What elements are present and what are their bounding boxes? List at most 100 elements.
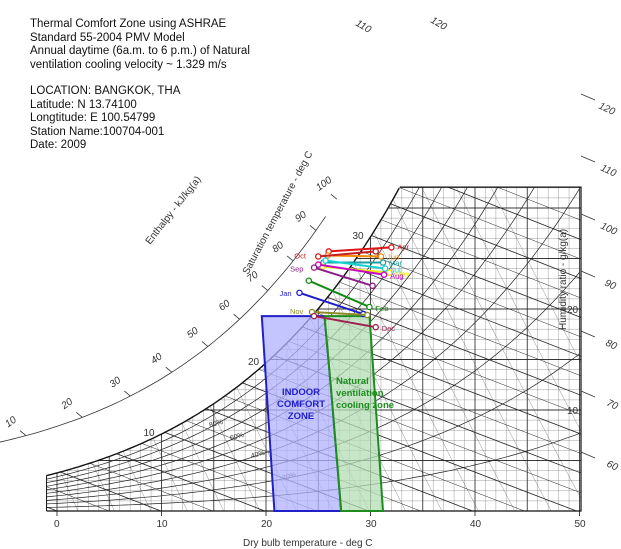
- enthalpy-tick-label: 110: [599, 163, 618, 180]
- enthalpy-axis-label: Enthalpy - kJ/kg(a): [144, 174, 204, 246]
- month-label-mar: Mar: [389, 259, 402, 268]
- latitude-text: Latitude: N 13.74100: [30, 98, 137, 111]
- enthalpy-tick: [201, 341, 209, 347]
- month-line-apr: [328, 246, 392, 253]
- enthalpy-tick-label: 30: [108, 375, 124, 391]
- enthalpy-tick-label: 40: [149, 351, 165, 367]
- enthalpy-tick-label: 50: [185, 325, 201, 341]
- enthalpy-tick-label: 120: [429, 15, 449, 33]
- enthalpy-scale: [0, 216, 326, 443]
- month-line-sep: [313, 266, 373, 287]
- month-point-end: [379, 259, 387, 266]
- zone-natural-ventilation: [323, 315, 385, 512]
- enthalpy-tick: [580, 390, 596, 398]
- enthalpy-line: [60, 471, 162, 511]
- month-point-start: [310, 264, 318, 271]
- month-point-end: [372, 323, 379, 331]
- rh-label: 60%: [229, 432, 244, 442]
- saturation-curve: [46, 187, 400, 477]
- month-point-end: [377, 253, 385, 260]
- month-line-aug: [318, 263, 385, 276]
- month-point-start: [296, 289, 303, 297]
- month-point-end: [386, 269, 393, 276]
- volume-line: [46, 187, 152, 511]
- volume-line: [101, 187, 261, 511]
- saturation-tick-label: 10: [144, 428, 156, 439]
- month-point-end: [380, 271, 388, 278]
- longitude-text: Longtitude: E 100.54799: [30, 112, 156, 124]
- enthalpy-tick: [261, 285, 269, 291]
- enthalpy-line: [46, 479, 110, 511]
- title-line-1: Thermal Comfort Zone using ASHRAE: [30, 18, 227, 30]
- month-line-oct: [318, 250, 376, 258]
- month-point-start: [314, 253, 322, 260]
- month-point-start: [314, 261, 322, 268]
- enthalpy-tick: [580, 270, 596, 278]
- enthalpy-line: [327, 296, 581, 436]
- rh-label: 80%: [208, 419, 223, 429]
- month-label-aug: Aug: [390, 272, 403, 281]
- volume-line: [377, 187, 552, 511]
- enthalpy-tick-label: 100: [314, 175, 334, 194]
- enthalpy-line: [89, 463, 213, 511]
- enthalpy-tick: [124, 390, 131, 397]
- enthalpy-tick: [580, 213, 596, 221]
- enthalpy-line: [381, 219, 581, 339]
- enthalpy-tick-label: 10: [3, 414, 19, 430]
- enthalpy-tick: [309, 225, 317, 231]
- month-label-may: May: [395, 270, 409, 279]
- volume-line: [446, 187, 581, 511]
- rh-label: 40%: [250, 450, 265, 460]
- saturation-tick-label: 30: [353, 231, 365, 242]
- volume-line: [46, 187, 115, 511]
- enthalpy-line: [407, 187, 581, 281]
- enthalpy-tick: [580, 155, 596, 163]
- enthalpy-tick-label: 70: [605, 398, 620, 413]
- x-tick-label: 30: [366, 519, 378, 530]
- enthalpy-tick-label: 90: [603, 278, 618, 293]
- volume-line: [412, 187, 581, 511]
- month-point-end: [369, 282, 376, 290]
- enthalpy-tick-label: 60: [217, 298, 233, 314]
- enthalpy-line: [399, 187, 581, 301]
- enthalpy-tick: [165, 366, 173, 373]
- enthalpy-tick: [19, 430, 27, 436]
- enthalpy-line: [339, 281, 581, 416]
- enthalpy-tick: [580, 451, 596, 459]
- zone-label: ventilation: [336, 388, 384, 399]
- enthalpy-tick-label: 100: [599, 221, 619, 238]
- enthalpy-tick: [580, 93, 596, 101]
- zone-label: COMFORT: [277, 399, 325, 410]
- month-point-end: [366, 303, 373, 311]
- y-axis-label: Humidity ratio - g/kg(a): [558, 229, 569, 330]
- volume-line: [0, 168, 42, 511]
- enthalpy-line: [116, 453, 265, 511]
- month-line-dec: [313, 315, 376, 329]
- enthalpy-line: [315, 311, 581, 455]
- volume-line: [66, 187, 224, 511]
- y-tick-label: 20: [567, 305, 579, 316]
- title-line-2: Standard 55-2004 PMV Model: [30, 31, 185, 44]
- month-label-apr: Apr: [397, 242, 409, 251]
- month-point-end: [372, 248, 379, 255]
- x-tick-label: 10: [157, 519, 169, 530]
- zone-label: Natural: [336, 376, 369, 387]
- x-tick-label: 0: [54, 519, 60, 530]
- month-line-nov: [311, 311, 368, 317]
- enthalpy-line: [361, 250, 581, 378]
- title-line-3: Annual daytime (6a.m. to 6 p.m.) of Natu…: [30, 45, 250, 57]
- chart-info: Thermal Comfort Zone using ASHRAE Standa…: [30, 18, 250, 153]
- month-point-end: [364, 311, 371, 319]
- enthalpy-tick-label: 110: [354, 18, 374, 36]
- enthalpy-line: [390, 203, 581, 320]
- enthalpy-tick-label: 60: [605, 459, 620, 474]
- enthalpy-tick: [330, 193, 338, 200]
- enthalpy-line: [371, 235, 581, 359]
- station-text: Station Name:100704-001: [30, 125, 165, 138]
- enthalpy-tick-label: 80: [604, 338, 619, 353]
- month-line-jan: [299, 291, 364, 315]
- enthalpy-line: [46, 486, 58, 511]
- enthalpy-tick: [580, 330, 596, 338]
- title-line-4: ventilation cooling velocity ~ 1.329 m/s: [30, 58, 227, 71]
